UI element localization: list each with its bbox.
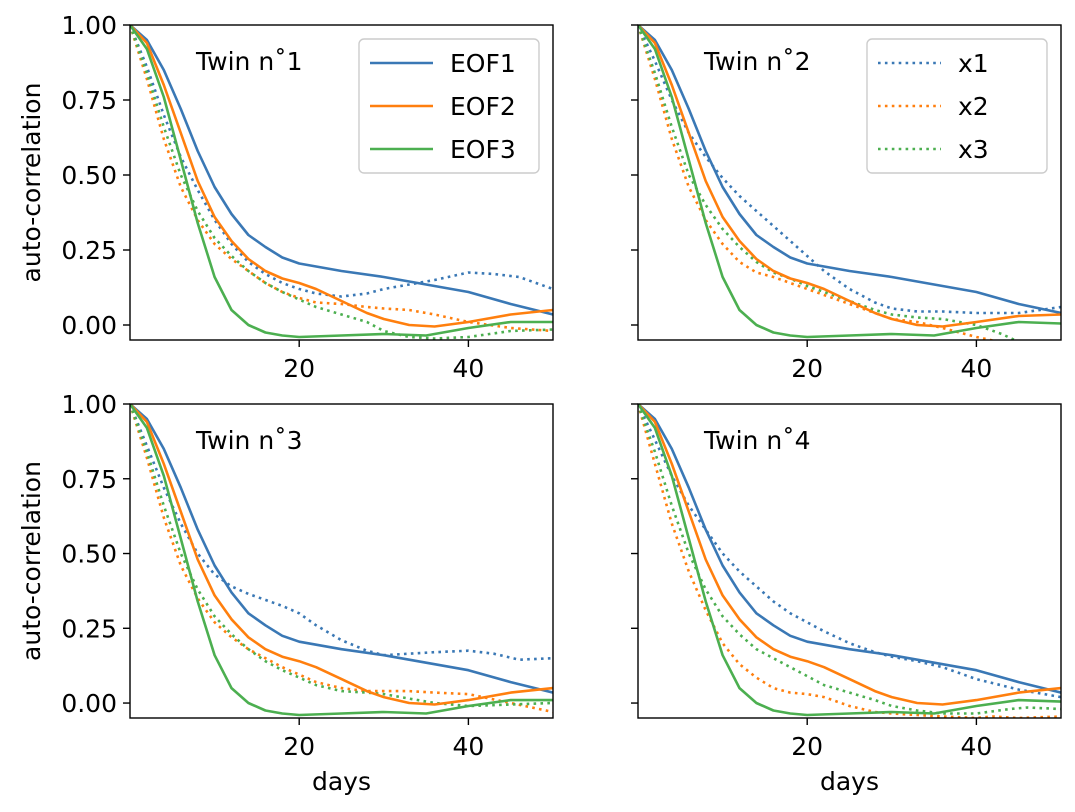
legend-EOF1-label: EOF1 [450,49,516,78]
series-lines [638,404,1061,718]
legend-EOF2-label: EOF2 [450,92,516,121]
y-tick-label: 1.00 [61,390,117,419]
axes-frame [129,403,554,719]
axes-frame [129,24,554,341]
series-lines [638,25,1061,340]
series-EOF2-line [638,25,1061,328]
y-tick-label: 0.00 [61,689,117,718]
y-tick-label: 1.00 [61,11,117,40]
x-tick-label: 20 [791,732,823,761]
y-tick-label: 0.00 [61,311,117,340]
legend-x2-label: x2 [958,92,989,121]
y-tick-label: 0.25 [61,236,117,265]
series-EOF2-line [638,404,1061,706]
panel-4: 20 40 days Twin n˚4 [631,403,1062,796]
x-tick-label: 20 [283,354,315,383]
x-axis-label: days [312,767,371,796]
series-x2-line [638,404,1061,718]
series-EOF3-line [638,404,1061,717]
x-axis-label: days [820,767,879,796]
x-tick-label: 40 [452,732,484,761]
legend-EOF3-label: EOF3 [450,135,516,164]
series-x1-line [130,25,553,298]
series-x3-line [130,25,553,340]
y-tick-label: 0.75 [61,465,117,494]
y-axis-label: auto-correlation [17,461,46,661]
series-lines [130,404,553,717]
series-EOF1-line [130,25,553,316]
x-tick-label: 40 [960,354,992,383]
y-tick-label: 0.50 [61,540,117,569]
panel-title: Twin n˚2 [703,47,811,76]
series-EOF3-line [130,25,553,339]
series-x2-line [130,404,553,714]
series-EOF2-line [130,25,553,328]
x-tick-label: 20 [791,354,823,383]
series-x1-line [638,25,1061,315]
series-EOF1-line [130,404,553,694]
x-tick-label: 20 [283,732,315,761]
series-x1-line [638,404,1061,699]
series-x2-line [130,25,553,333]
series-EOF3-line [638,25,1061,339]
series-EOF1-line [638,25,1061,315]
series-x3-line [638,25,1018,340]
panel-3: 20 40 0.00 0.25 0.50 0.75 1.00 auto-correlation… [17,390,554,796]
series-lines [130,25,553,340]
legend-panel-2: x1 x2 x3 [866,38,1048,174]
y-tick-label: 0.25 [61,614,117,643]
panel-title: Twin n˚3 [195,426,303,455]
y-tick-label: 0.75 [61,86,117,115]
panel-title: Twin n˚4 [703,426,811,455]
panel-title: Twin n˚1 [195,47,303,76]
legend-box [358,38,540,174]
x-tick-label: 40 [960,732,992,761]
panel-1: 20 40 0.00 0.25 0.50 0.75 1.00 auto-correlation… [17,11,554,383]
axes-frame [637,403,1062,719]
y-tick-label: 0.50 [61,161,117,190]
x-tick-label: 40 [452,354,484,383]
series-EOF1-line [638,404,1061,694]
legend-x1-label: x1 [958,49,989,78]
axes-frame [637,24,1062,341]
series-x3-line [130,404,553,708]
legend-box [866,38,1048,174]
panel-2: 20 40 Twin n˚2 [631,24,1062,383]
series-EOF3-line [130,404,553,717]
y-axis-label: auto-correlation [17,83,46,283]
legend-x3-label: x3 [958,135,989,164]
series-EOF2-line [130,404,553,706]
series-x3-line [638,404,1061,715]
legend-panel-1: EOF1 EOF2 EOF3 [358,38,540,174]
series-x1-line [130,404,553,662]
